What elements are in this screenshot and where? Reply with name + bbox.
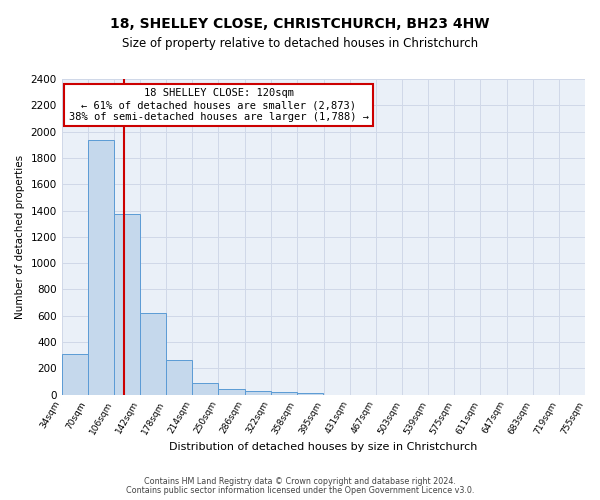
Bar: [297, 392, 323, 394]
Bar: [114, 214, 140, 394]
Bar: [140, 313, 166, 394]
Bar: [62, 354, 88, 395]
Bar: [218, 389, 245, 394]
Bar: [271, 392, 297, 394]
X-axis label: Distribution of detached houses by size in Christchurch: Distribution of detached houses by size …: [169, 442, 478, 452]
Bar: [166, 360, 193, 394]
Bar: [88, 140, 114, 394]
Bar: [193, 383, 218, 394]
Text: 18 SHELLEY CLOSE: 120sqm
← 61% of detached houses are smaller (2,873)
38% of sem: 18 SHELLEY CLOSE: 120sqm ← 61% of detach…: [68, 88, 368, 122]
Bar: [245, 392, 271, 394]
Text: 18, SHELLEY CLOSE, CHRISTCHURCH, BH23 4HW: 18, SHELLEY CLOSE, CHRISTCHURCH, BH23 4H…: [110, 18, 490, 32]
Text: Size of property relative to detached houses in Christchurch: Size of property relative to detached ho…: [122, 38, 478, 51]
Text: Contains HM Land Registry data © Crown copyright and database right 2024.: Contains HM Land Registry data © Crown c…: [144, 477, 456, 486]
Text: Contains public sector information licensed under the Open Government Licence v3: Contains public sector information licen…: [126, 486, 474, 495]
Y-axis label: Number of detached properties: Number of detached properties: [15, 155, 25, 319]
